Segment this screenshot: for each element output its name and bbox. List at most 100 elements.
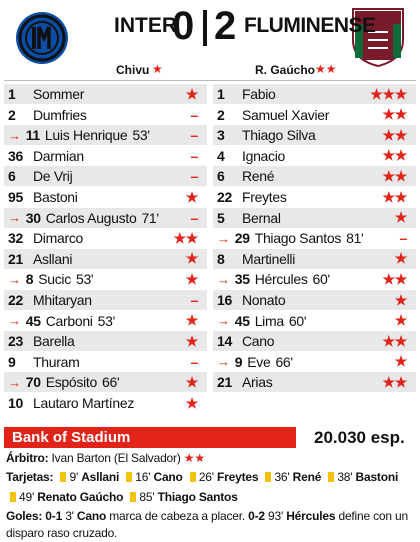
card-minute: 85' xyxy=(139,490,155,504)
player-row: 95 Bastoni ★ xyxy=(4,187,207,207)
player-name: Ignacio xyxy=(242,147,286,164)
referee-line: Árbitro: Ivan Barton (El Salvador) ★★ xyxy=(6,448,416,468)
player-row: 22 Mhitaryan – xyxy=(4,290,207,310)
goals-line: Goles: 0-1 3' Cano marca de cabeza a pla… xyxy=(6,508,416,542)
player-row: 14 Cano ★★ xyxy=(213,331,416,352)
player-number: 22 xyxy=(8,292,23,308)
player-name: Thiago Silva xyxy=(242,127,316,144)
player-number: 32 xyxy=(8,230,23,247)
player-name: Espósito xyxy=(45,374,98,391)
player-number: 2 xyxy=(8,106,16,123)
home-team: INTER xyxy=(114,14,177,37)
separator xyxy=(4,80,416,81)
sub-arrow: → xyxy=(217,354,230,370)
player-name: Sommer xyxy=(33,86,85,102)
goal-minute: 3' xyxy=(65,509,74,523)
player-name: Martinelli xyxy=(242,250,296,267)
player-rating: ★ xyxy=(394,353,408,370)
player-number: 11 xyxy=(25,127,41,144)
referee: Ivan Barton (El Salvador) xyxy=(51,451,181,465)
player-rating: – xyxy=(190,106,199,123)
sub-arrow: → xyxy=(8,127,21,143)
player-name: Bernal xyxy=(242,209,281,226)
player-row: 4 Ignacio ★★ xyxy=(213,145,416,166)
yellow-card xyxy=(130,492,137,502)
player-number: 45 xyxy=(234,312,250,329)
stadium-bar xyxy=(4,427,296,448)
goal-text: define con un disparo raso cruzado. xyxy=(6,509,408,540)
player-row: → 8 Sucic 53' ★ xyxy=(4,269,207,290)
card-player: Thiago Santos xyxy=(157,490,238,504)
card-entry: 38' Bastoni xyxy=(324,470,398,484)
player-number: 14 xyxy=(217,333,232,350)
player-number: 21 xyxy=(217,374,232,391)
score-divider xyxy=(203,10,207,46)
goal-score: 0-2 xyxy=(248,509,265,523)
player-row: 2 Samuel Xavier ★★ xyxy=(213,104,416,125)
card-minute: 9' xyxy=(69,470,79,484)
player-rating: ★ xyxy=(185,85,199,102)
player-rating: ★★ xyxy=(382,270,407,287)
player-name: Mhitaryan xyxy=(33,292,92,308)
away-team: FLUMINENSE xyxy=(244,14,376,37)
player-name: Cano xyxy=(242,333,275,350)
goal-score: 0-1 xyxy=(45,509,63,523)
player-row: 3 Thiago Silva ★★ xyxy=(213,125,416,146)
card-minute: 49' xyxy=(19,490,35,504)
player-name: Bastoni xyxy=(33,189,78,205)
player-row: → 29 Thiago Santos 81' – xyxy=(213,228,416,249)
card-entry: 9' Asllani xyxy=(56,470,119,484)
player-row: 32 Dimarco ★★ xyxy=(4,228,207,249)
player-rating: ★ xyxy=(394,291,408,308)
sub-minute: 60' xyxy=(288,312,307,329)
referee-label: Árbitro: xyxy=(6,451,49,465)
sub-minute: 66' xyxy=(275,353,293,370)
player-row: 23 Barella ★ xyxy=(4,331,207,352)
player-row: 16 Nonato ★ xyxy=(213,290,416,310)
sub-arrow: → xyxy=(217,271,230,287)
player-row: 1 Sommer ★ xyxy=(4,84,207,104)
player-number: 6 xyxy=(217,168,225,185)
player-row: 36 Darmian – xyxy=(4,145,207,166)
attendance: 20.030 esp. xyxy=(314,428,405,447)
yellow-card xyxy=(10,492,16,502)
player-number: 29 xyxy=(234,230,250,247)
player-number: 4 xyxy=(217,147,225,164)
player-number: 9 xyxy=(234,353,243,370)
sub-arrow: → xyxy=(8,271,21,287)
player-row: → 9 Eve 66' ★ xyxy=(213,351,416,372)
card-minute: 16' xyxy=(135,470,151,484)
player-rating: – xyxy=(190,147,199,164)
player-row: → 30 Carlos Augusto 71' – xyxy=(4,207,207,228)
player-row: → 70 Espósito 66' ★ xyxy=(4,372,207,393)
player-row: 6 De Vrij – xyxy=(4,166,207,187)
home-coach: Chivu xyxy=(116,63,150,77)
player-number: 5 xyxy=(217,209,225,226)
player-name: Samuel Xavier xyxy=(242,106,330,123)
fluminense-crest xyxy=(352,8,404,68)
player-rating: – xyxy=(190,209,199,226)
sub-minute: 53' xyxy=(97,312,116,329)
player-rating: ★★ xyxy=(382,188,407,205)
yellow-card xyxy=(60,472,67,482)
player-name: Luis Henrique xyxy=(44,127,128,144)
goal-text: marca de cabeza a placer. xyxy=(109,509,245,523)
card-player: Freytes xyxy=(217,470,259,484)
player-name: Hércules xyxy=(254,271,308,288)
sub-minute: 53' xyxy=(132,127,150,144)
player-name: Nonato xyxy=(242,292,286,308)
sub-minute: 71' xyxy=(141,209,159,226)
player-name: Carboni xyxy=(45,312,93,329)
player-rating: ★★ xyxy=(382,332,407,349)
sub-minute: 66' xyxy=(101,374,120,391)
player-row: 21 Arias ★★ xyxy=(213,372,416,393)
sub-arrow: → xyxy=(8,374,21,390)
player-number: 2 xyxy=(217,106,225,123)
player-name: Eve xyxy=(247,353,271,370)
card-entry: 36' René xyxy=(261,470,321,484)
player-number: 36 xyxy=(8,147,23,164)
player-name: René xyxy=(242,168,275,185)
card-player: René xyxy=(292,470,322,484)
player-number: 6 xyxy=(8,168,16,185)
